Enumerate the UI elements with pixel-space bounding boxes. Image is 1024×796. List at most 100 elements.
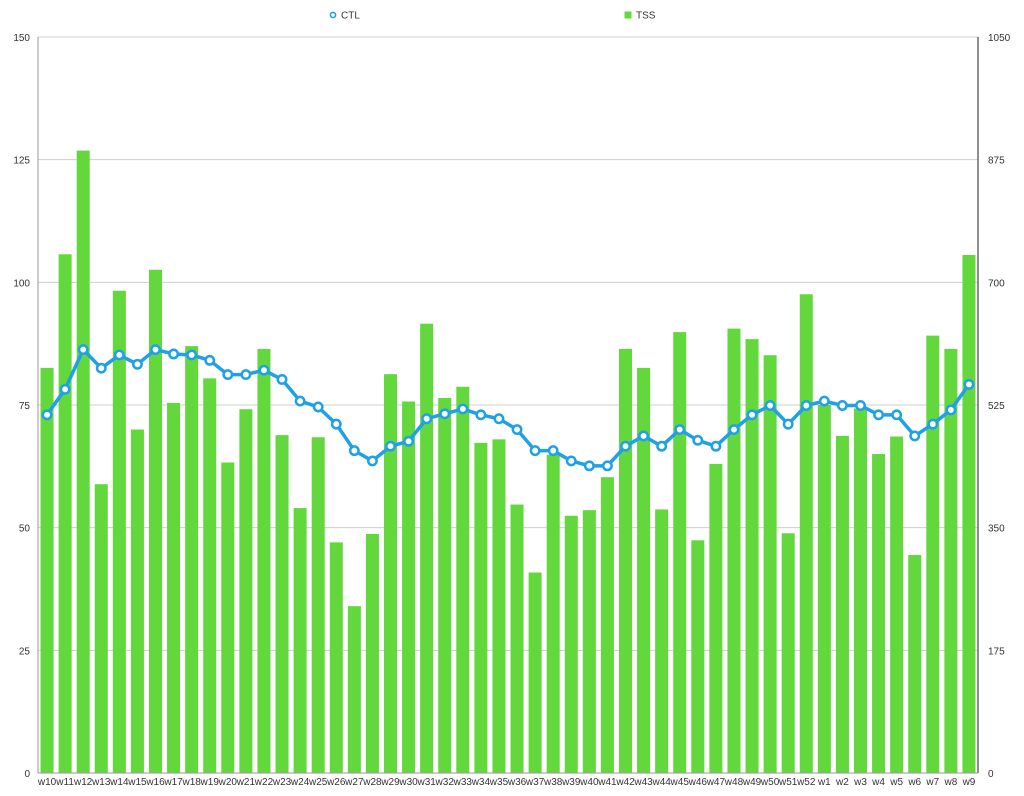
x-tick-label: w39 — [561, 777, 581, 788]
ctl-point — [728, 424, 740, 435]
ctl-point — [746, 409, 758, 421]
tss-bar — [167, 402, 181, 773]
x-tick-label: w3 — [853, 777, 867, 788]
ctl-point — [95, 362, 107, 374]
tss-bar — [239, 409, 253, 773]
right-tick-label: 875 — [988, 156, 1005, 167]
ctl-point — [909, 430, 921, 442]
ctl-point — [457, 403, 469, 415]
tss-bar — [293, 508, 307, 773]
legend-ctl-label: CTL — [341, 11, 360, 22]
ctl-point — [59, 383, 71, 395]
ctl-point — [131, 358, 143, 370]
tss-bar — [691, 540, 705, 773]
tss-bar — [564, 515, 578, 773]
x-tick-label: w24 — [290, 777, 310, 788]
x-tick-label: w14 — [109, 777, 129, 788]
x-tick-label: w8 — [943, 777, 957, 788]
ctl-point — [963, 378, 975, 390]
tss-bar — [637, 367, 651, 773]
tss-bar — [673, 332, 687, 773]
x-tick-label: w2 — [835, 777, 849, 788]
x-tick-label: w40 — [579, 777, 599, 788]
ctl-point — [204, 354, 216, 366]
ctl-point — [113, 349, 125, 361]
tss-bar — [709, 463, 723, 773]
x-tick-label: w44 — [651, 777, 671, 788]
right-tick-label: 525 — [988, 401, 1005, 412]
tss-bar — [221, 462, 235, 773]
x-tick-label: w12 — [73, 777, 93, 788]
ctl-point — [782, 418, 794, 430]
x-tick-label: w10 — [37, 777, 57, 788]
ctl-point — [493, 413, 505, 425]
tss-bar — [420, 323, 434, 773]
ctl-point — [620, 440, 631, 452]
legend: CTL TSS — [329, 11, 656, 22]
ctl-line — [41, 344, 975, 472]
x-tick-label: w11 — [55, 777, 74, 788]
x-tick-label: w29 — [380, 777, 400, 788]
x-tick-label: w28 — [362, 777, 382, 788]
x-tick-label: w32 — [435, 777, 455, 788]
left-tick-label: 150 — [13, 33, 30, 44]
left-tick-label: 25 — [19, 646, 31, 657]
tss-bar — [655, 509, 669, 773]
tss-bar — [203, 378, 217, 773]
ctl-point — [439, 408, 451, 420]
tss-bar — [890, 436, 904, 773]
tss-bar — [185, 346, 199, 773]
tss-bar — [944, 348, 958, 773]
ctl-point — [583, 460, 595, 472]
ctl-point — [276, 374, 288, 385]
right-tick-label: 700 — [988, 278, 1005, 289]
x-tick-label: w50 — [760, 777, 780, 788]
tss-bar — [492, 439, 506, 773]
ctl-point — [511, 424, 523, 435]
tss-bar — [456, 386, 470, 773]
tss-bar — [799, 294, 813, 773]
x-tick-label: w48 — [724, 777, 744, 788]
x-tick-label: w22 — [254, 777, 274, 788]
x-tick-label: w25 — [308, 777, 328, 788]
x-tick-label: w20 — [218, 777, 238, 788]
right-tick-label: 1050 — [988, 33, 1011, 44]
ctl-point — [674, 424, 686, 435]
tss-bar — [130, 429, 144, 773]
tss-bar — [112, 290, 126, 773]
x-tick-label: w47 — [706, 777, 726, 788]
x-tick-label: w5 — [889, 777, 903, 788]
x-tick-label: w33 — [453, 777, 473, 788]
ctl-point — [565, 455, 577, 467]
x-tick-label: w21 — [236, 777, 256, 788]
ctl-point — [800, 400, 812, 411]
ctl-point — [764, 400, 776, 411]
x-tick-label: w31 — [416, 777, 436, 788]
ctl-point — [836, 400, 848, 411]
tss-bar — [402, 401, 416, 773]
ctl-series-line — [45, 347, 971, 468]
tss-bar — [257, 348, 271, 773]
tss-bar — [58, 254, 72, 774]
x-tick-label: w35 — [489, 777, 509, 788]
ctl-point — [945, 404, 957, 416]
x-tick-label: w42 — [615, 777, 635, 788]
ctl-point — [258, 364, 270, 376]
x-tick-label: w6 — [907, 777, 921, 788]
x-tick-label: w7 — [925, 777, 939, 788]
tss-bar — [546, 454, 560, 773]
x-tick-label: w36 — [507, 777, 527, 788]
ctl-point — [348, 445, 360, 457]
right-tick-label: 175 — [988, 646, 1005, 657]
x-tick-label: w49 — [742, 777, 762, 788]
ctl-point — [873, 409, 885, 421]
ctl-point — [240, 369, 252, 381]
ctl-point — [855, 400, 866, 411]
tss-bar — [347, 606, 361, 773]
x-tick-label: w19 — [200, 777, 220, 788]
left-tick-label: 100 — [13, 278, 30, 289]
ctl-point — [710, 440, 722, 452]
tss-bar — [148, 269, 163, 773]
ctl-point — [475, 409, 487, 421]
